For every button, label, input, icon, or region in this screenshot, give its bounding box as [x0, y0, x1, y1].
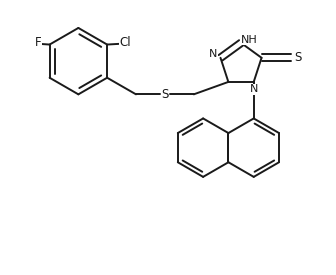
Text: Cl: Cl	[120, 36, 131, 50]
Text: N: N	[250, 84, 258, 94]
Text: F: F	[35, 36, 41, 50]
Text: N: N	[209, 50, 217, 59]
Text: S: S	[294, 51, 302, 64]
Text: NH: NH	[241, 35, 258, 45]
Text: S: S	[161, 88, 169, 101]
